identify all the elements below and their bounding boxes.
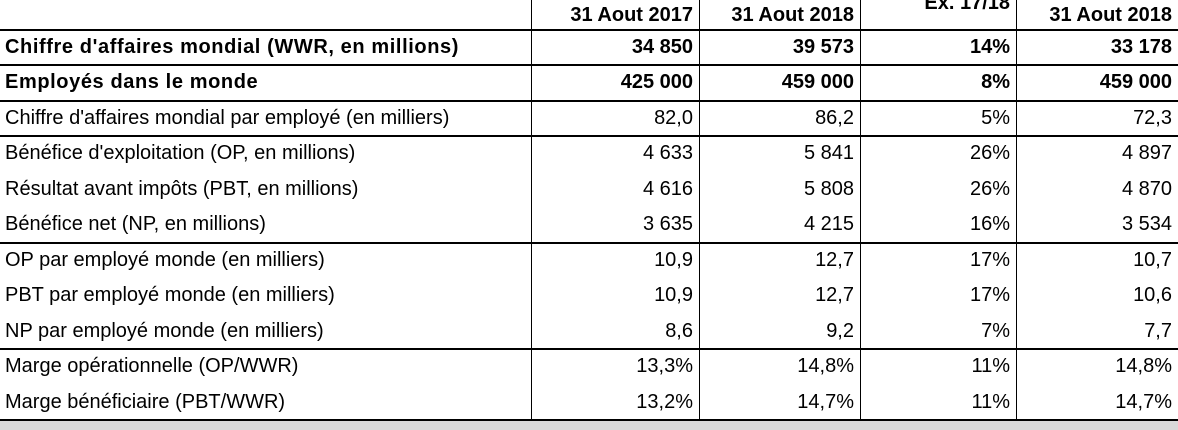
value-cell: 13,2% — [636, 390, 693, 413]
value-cell: 11% — [971, 390, 1010, 413]
group-border — [0, 241, 1178, 244]
value-cell: 459 000 — [1099, 71, 1172, 94]
row-label: Résultat avant impôts (PBT, en millions) — [5, 177, 359, 200]
row-label: Chiffre d'affaires mondial (WWR, en mill… — [5, 36, 460, 58]
value-cell: 7% — [981, 319, 1010, 342]
value-cell: 39 573 — [792, 36, 854, 58]
value-cell: 10,6 — [1133, 284, 1172, 307]
column-border — [1016, 0, 1017, 420]
value-cell: 10,9 — [654, 284, 693, 307]
value-cell: 4 215 — [803, 213, 854, 236]
value-cell: 14,8% — [797, 355, 854, 378]
value-cell: 459 000 — [781, 71, 854, 94]
value-cell: 8,6 — [665, 319, 693, 342]
value-cell: 14% — [969, 36, 1010, 58]
value-cell: 4 870 — [1121, 177, 1172, 200]
value-cell: 4 633 — [642, 142, 693, 165]
row-label: Employés dans le monde — [5, 71, 259, 94]
group-border — [0, 135, 1178, 138]
column-header: Ex. 17/18 — [924, 0, 1010, 14]
value-cell: 4 616 — [642, 177, 693, 200]
value-cell: 14,7% — [1115, 390, 1172, 413]
row-label: Marge bénéficiaire (PBT/WWR) — [5, 390, 286, 413]
value-cell: 33 178 — [1110, 36, 1172, 58]
value-cell: 3 534 — [1121, 213, 1172, 236]
row-label: PBT par employé monde (en milliers) — [5, 284, 335, 307]
group-border — [0, 418, 1178, 421]
value-cell: 12,7 — [815, 248, 854, 271]
value-cell: 10,9 — [654, 248, 693, 271]
value-cell: 26% — [969, 142, 1010, 165]
value-cell: 5 808 — [803, 177, 854, 200]
column-header: 31 Aout 2018 — [731, 4, 854, 26]
value-cell: 17% — [969, 284, 1010, 307]
value-cell: 14,8% — [1115, 355, 1172, 378]
row-label: Bénéfice net (NP, en millions) — [5, 213, 266, 236]
value-cell: 14,7% — [797, 390, 854, 413]
value-cell: 82,0 — [654, 106, 693, 129]
value-cell: 5% — [981, 106, 1010, 129]
value-cell: 9,2 — [826, 319, 854, 342]
row-label: OP par employé monde (en milliers) — [5, 248, 325, 271]
value-cell: 17% — [969, 248, 1010, 271]
value-cell: 12,7 — [815, 284, 854, 307]
row-label: Marge opérationnelle (OP/WWR) — [5, 355, 299, 378]
group-border — [0, 348, 1178, 351]
value-cell: 86,2 — [815, 106, 854, 129]
value-cell: 10,7 — [1133, 248, 1172, 271]
value-cell: 3 635 — [642, 213, 693, 236]
value-cell: 13,3% — [636, 355, 693, 378]
column-border — [699, 0, 700, 420]
footer-band — [0, 420, 1178, 430]
value-cell: 11% — [971, 355, 1010, 378]
column-border — [531, 0, 532, 420]
header-border — [0, 29, 1178, 31]
value-cell: 8% — [981, 71, 1010, 94]
column-header: 31 Aout 2017 — [570, 4, 693, 26]
group-border — [0, 64, 1178, 67]
value-cell: 5 841 — [803, 142, 854, 165]
row-label: Bénéfice d'exploitation (OP, en millions… — [5, 142, 356, 165]
row-label: Chiffre d'affaires mondial par employé (… — [5, 106, 450, 129]
value-cell: 26% — [969, 177, 1010, 200]
value-cell: 4 897 — [1121, 142, 1172, 165]
column-border — [860, 0, 861, 420]
value-cell: 7,7 — [1144, 319, 1172, 342]
row-label: NP par employé monde (en milliers) — [5, 319, 324, 342]
value-cell: 425 000 — [620, 71, 693, 94]
value-cell: 72,3 — [1133, 106, 1172, 129]
value-cell: 16% — [969, 213, 1010, 236]
group-border — [0, 99, 1178, 102]
value-cell: 34 850 — [631, 36, 693, 58]
column-header: 31 Aout 2018 — [1049, 4, 1172, 26]
